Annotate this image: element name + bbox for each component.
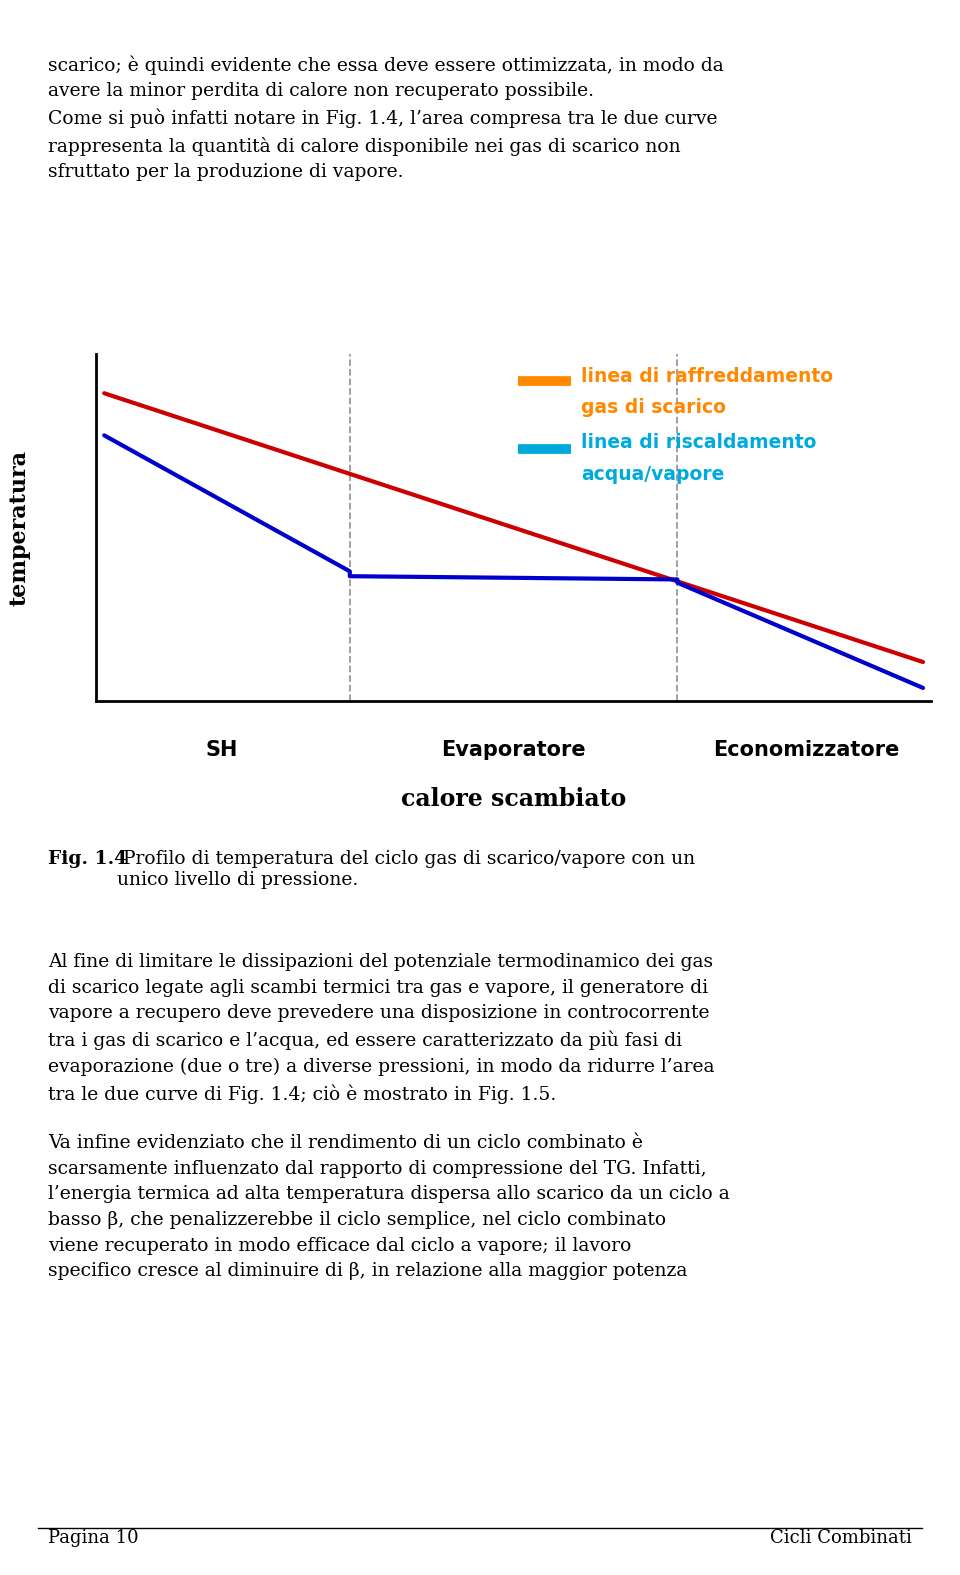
Text: linea di riscaldamento: linea di riscaldamento	[581, 433, 816, 452]
Text: Fig. 1.4: Fig. 1.4	[48, 850, 127, 868]
Text: Economizzatore: Economizzatore	[712, 740, 900, 761]
Text: scarico; è quindi evidente che essa deve essere ottimizzata, in modo da
avere la: scarico; è quindi evidente che essa deve…	[48, 55, 724, 181]
Text: temperatura: temperatura	[9, 449, 30, 606]
Text: Evaporatore: Evaporatore	[442, 740, 586, 761]
Text: SH: SH	[205, 740, 237, 761]
Text: Pagina 10: Pagina 10	[48, 1529, 138, 1547]
Text: Cicli Combinati: Cicli Combinati	[770, 1529, 912, 1547]
Text: Al fine di limitare le dissipazioni del potenziale termodinamico dei gas
di scar: Al fine di limitare le dissipazioni del …	[48, 953, 714, 1104]
Text: calore scambiato: calore scambiato	[401, 788, 626, 811]
Text: linea di raffreddamento: linea di raffreddamento	[581, 367, 833, 386]
Text: acqua/vapore: acqua/vapore	[581, 465, 724, 484]
Text: Va infine evidenziato che il rendimento di un ciclo combinato è
scarsamente infl: Va infine evidenziato che il rendimento …	[48, 1134, 730, 1280]
Text: gas di scarico: gas di scarico	[581, 398, 726, 417]
Text: Profilo di temperatura del ciclo gas di scarico/vapore con un
unico livello di p: Profilo di temperatura del ciclo gas di …	[117, 850, 695, 890]
